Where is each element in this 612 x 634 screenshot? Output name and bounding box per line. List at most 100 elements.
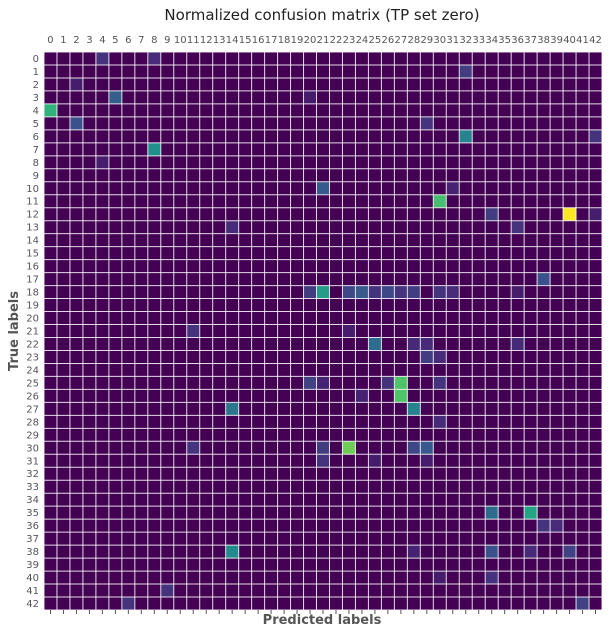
y-tick-label: 26 — [26, 391, 39, 402]
x-tick-label: 2 — [73, 35, 79, 46]
x-tick-label: 17 — [265, 35, 278, 46]
chart-title: Normalized confusion matrix (TP set zero… — [164, 6, 479, 24]
x-tick-label: 15 — [239, 35, 252, 46]
heatmap-cell-12-42 — [589, 207, 602, 221]
grid-lines — [43, 51, 603, 611]
heatmap-cell-25-26 — [381, 376, 395, 390]
heatmap-cells — [44, 52, 602, 610]
heatmap-cell-5-29 — [420, 116, 434, 130]
heatmap-cell-41-9 — [160, 584, 174, 598]
x-tick-label: 27 — [394, 35, 407, 46]
y-tick-label: 0 — [33, 54, 39, 65]
x-tick-label: 1 — [60, 35, 66, 46]
y-tick-label: 9 — [33, 171, 39, 182]
x-tick-label: 40 — [563, 35, 576, 46]
x-tick-label: 39 — [550, 35, 563, 46]
heatmap-cell-18-30 — [433, 285, 447, 299]
y-tick-label: 16 — [26, 262, 39, 273]
heatmap-cell-42-6 — [121, 597, 135, 610]
y-tick-label: 28 — [26, 417, 39, 428]
heatmap-cell-42-41 — [576, 597, 590, 610]
y-tick-label: 40 — [26, 573, 39, 584]
y-tick-label: 14 — [26, 236, 39, 247]
y-tick-label: 2 — [33, 80, 39, 91]
x-axis-ticks: 0 1 2 3 4 5 6 7 8 9 10 11 12 13 14 15 16 17 18 19 20 21 22 23 24… — [47, 35, 602, 46]
heatmap-cell-18-23 — [342, 285, 356, 299]
y-tick-label: 34 — [26, 495, 39, 506]
heatmap-cell-26-27 — [394, 389, 408, 403]
x-tick-label: 11 — [187, 35, 200, 46]
y-tick-label: 4 — [33, 106, 39, 117]
x-tick-label: 35 — [498, 35, 511, 46]
heatmap-background — [44, 52, 602, 610]
heatmap-cell-23-30 — [433, 350, 447, 364]
heatmap-cell-40-34 — [485, 571, 499, 585]
heatmap-cell-25-21 — [316, 376, 330, 390]
x-tick-label: 16 — [252, 35, 265, 46]
x-tick-label: 42 — [589, 35, 602, 46]
heatmap-cell-18-20 — [303, 285, 317, 299]
heatmap-cell-30-23 — [342, 441, 356, 455]
heatmap-cell-18-36 — [511, 285, 525, 299]
heatmap-cell-6-42 — [589, 129, 602, 143]
heatmap-cell-13-36 — [511, 220, 525, 234]
heatmap-cell-31-29 — [420, 454, 434, 468]
x-tick-label: 3 — [86, 35, 92, 46]
heatmap-cell-27-28 — [407, 402, 421, 416]
x-tick-label: 23 — [343, 35, 356, 46]
y-tick-label: 20 — [26, 314, 39, 325]
x-tick-label: 41 — [576, 35, 589, 46]
y-tick-label: 1 — [33, 67, 39, 78]
y-tick-label: 31 — [26, 456, 39, 467]
y-tick-label: 42 — [26, 599, 39, 610]
x-tick-label: 7 — [138, 35, 144, 46]
heatmap-cell-38-14 — [225, 545, 239, 559]
x-tick-label: 20 — [304, 35, 317, 46]
y-axis-label: True labels — [7, 291, 22, 371]
heatmap-cell-0-4 — [95, 52, 109, 65]
heatmap-cell-26-24 — [355, 389, 369, 403]
heatmap-cell-38-28 — [407, 545, 421, 559]
x-tick-label: 34 — [485, 35, 498, 46]
x-tick-label: 4 — [99, 35, 105, 46]
heatmap-cell-36-38 — [537, 519, 551, 533]
heatmap-cell-22-25 — [368, 337, 382, 351]
y-tick-label: 27 — [26, 404, 39, 415]
heatmap-cell-30-28 — [407, 441, 421, 455]
y-tick-label: 37 — [26, 534, 39, 545]
heatmap-cell-18-24 — [355, 285, 369, 299]
x-tick-label: 10 — [174, 35, 187, 46]
heatmap-cell-23-29 — [420, 350, 434, 364]
x-tick-label: 33 — [472, 35, 485, 46]
x-tick-label: 36 — [511, 35, 524, 46]
y-tick-label: 32 — [26, 469, 39, 480]
heatmap-cell-10-31 — [446, 181, 460, 195]
heatmap-cell-25-20 — [303, 376, 317, 390]
heatmap-cell-22-28 — [407, 337, 421, 351]
heatmap-cell-3-20 — [303, 90, 317, 104]
y-tick-label: 13 — [26, 223, 39, 234]
heatmap-cell-0-8 — [147, 52, 161, 65]
y-tick-label: 24 — [26, 365, 39, 376]
x-tick-label: 30 — [433, 35, 446, 46]
y-tick-label: 3 — [33, 93, 39, 104]
heatmap-cell-36-39 — [550, 519, 564, 533]
heatmap-cell-30-21 — [316, 441, 330, 455]
y-tick-label: 5 — [33, 119, 39, 130]
heatmap-cell-18-27 — [394, 285, 408, 299]
heatmap-cell-35-37 — [524, 506, 538, 520]
y-tick-label: 11 — [26, 197, 39, 208]
y-tick-label: 36 — [26, 521, 39, 532]
x-tick-label: 37 — [524, 35, 537, 46]
heatmap-cell-25-27 — [394, 376, 408, 390]
x-tick-label: 19 — [291, 35, 304, 46]
x-tick-label: 6 — [125, 35, 131, 46]
y-tick-label: 21 — [26, 327, 39, 338]
heatmap-cell-18-28 — [407, 285, 421, 299]
heatmap-cell-1-32 — [459, 64, 473, 78]
y-tick-label: 29 — [26, 430, 39, 441]
heatmap-cell-6-32 — [459, 129, 473, 143]
x-tick-label: 8 — [151, 35, 157, 46]
heatmap-cell-10-21 — [316, 181, 330, 195]
